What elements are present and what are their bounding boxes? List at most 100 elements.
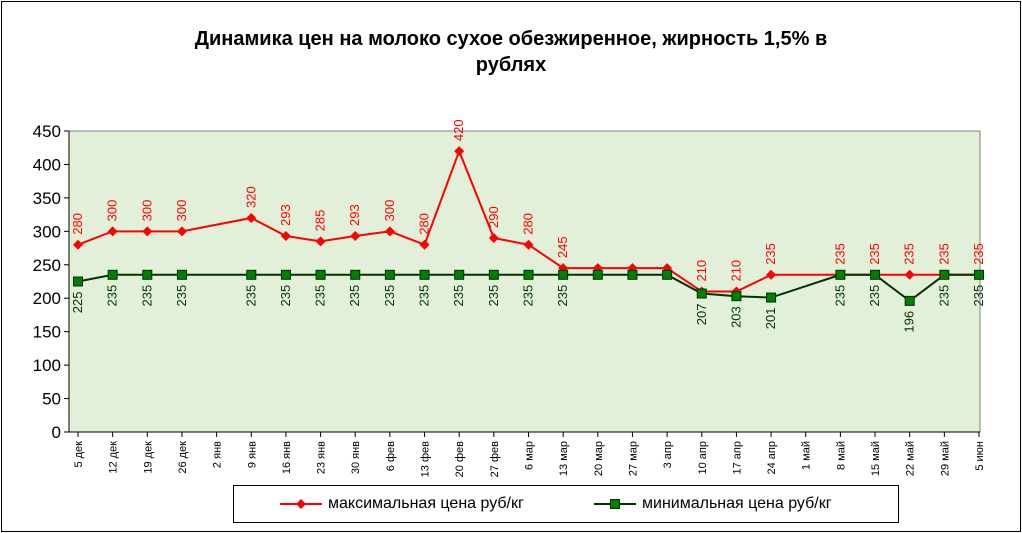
min-data-label: 201 xyxy=(763,308,778,330)
min-data-label: 235 xyxy=(521,285,536,307)
x-tick-label: 6 фев xyxy=(385,441,397,471)
x-tick-label: 2 янв xyxy=(212,441,224,468)
min-data-label: 235 xyxy=(936,285,951,307)
x-tick-label: 15 май xyxy=(870,441,882,476)
min-point xyxy=(592,269,603,280)
x-tick-label: 27 фев xyxy=(489,441,501,477)
max-data-label: 280 xyxy=(417,213,432,235)
min-data-label: 235 xyxy=(832,285,847,307)
min-point xyxy=(835,269,846,280)
plot-area xyxy=(68,130,981,433)
min-point xyxy=(558,269,569,280)
min-point xyxy=(142,269,153,280)
min-point xyxy=(488,269,499,280)
max-point xyxy=(176,226,187,237)
max-point xyxy=(488,233,499,244)
y-tick-label: 0 xyxy=(52,423,61,442)
max-point xyxy=(384,226,395,237)
min-data-label: 225 xyxy=(70,292,85,314)
x-tick-label: 30 янв xyxy=(350,441,362,474)
x-tick-label: 24 апр xyxy=(766,441,778,474)
min-data-label: 235 xyxy=(105,285,120,307)
x-tick-label: 29 май xyxy=(939,441,951,476)
x-tick-label: 16 янв xyxy=(281,441,293,474)
legend-max-marker-icon xyxy=(280,499,322,509)
y-tick-label: 400 xyxy=(33,155,61,174)
min-data-label: 235 xyxy=(451,285,466,307)
y-tick-label: 200 xyxy=(33,289,61,308)
max-data-label: 210 xyxy=(694,260,709,282)
min-data-label: 235 xyxy=(174,285,189,307)
max-data-label: 300 xyxy=(174,200,189,222)
min-point xyxy=(73,276,83,287)
x-tick-label: 26 дек xyxy=(177,441,189,474)
min-point xyxy=(627,269,638,280)
min-point xyxy=(904,295,915,306)
min-point xyxy=(419,269,430,280)
min-point xyxy=(870,269,881,280)
x-tick-label: 20 мар xyxy=(593,441,605,476)
x-tick-label: 1 май xyxy=(801,441,813,470)
min-data-label: 207 xyxy=(694,304,709,326)
max-point xyxy=(904,269,915,280)
min-data-label: 235 xyxy=(347,285,362,307)
chart-title-line-2: рублях xyxy=(475,54,547,76)
max-data-label: 293 xyxy=(347,204,362,226)
x-tick-label: 13 мар xyxy=(558,441,570,476)
legend-item-max: максимальная цена руб/кг xyxy=(280,486,524,522)
min-point xyxy=(176,269,187,280)
max-data-label: 235 xyxy=(936,243,951,265)
min-point xyxy=(939,269,950,280)
min-data-label: 235 xyxy=(243,285,258,307)
x-tick-label: 12 дек xyxy=(108,441,120,474)
x-tick-label: 20 фев xyxy=(454,441,466,477)
min-point xyxy=(731,291,742,302)
chart-legend: максимальная цена руб/кг минимальная цен… xyxy=(233,485,899,523)
max-data-label: 235 xyxy=(867,243,882,265)
legend-max-label: максимальная цена руб/кг xyxy=(328,495,524,512)
x-tick-label: 23 янв xyxy=(316,441,328,474)
min-point xyxy=(280,269,291,280)
min-data-label: 235 xyxy=(555,285,570,307)
x-tick-label: 5 дек xyxy=(73,441,85,468)
min-point xyxy=(384,269,395,280)
min-point xyxy=(107,269,118,280)
x-tick-label: 17 апр xyxy=(731,441,743,474)
x-tick-label: 13 фев xyxy=(420,441,432,477)
max-point xyxy=(350,231,361,242)
min-data-label: 235 xyxy=(139,285,154,307)
max-data-label: 300 xyxy=(105,200,120,222)
y-tick-label: 100 xyxy=(33,356,61,375)
max-data-label: 293 xyxy=(278,204,293,226)
legend-item-min: минимальная цена руб/кг xyxy=(594,486,832,522)
y-tick-label: 50 xyxy=(42,390,61,409)
max-point xyxy=(766,269,777,280)
y-tick-label: 150 xyxy=(33,323,61,342)
max-data-label: 300 xyxy=(139,200,154,222)
max-point xyxy=(246,212,257,223)
y-tick-label: 350 xyxy=(33,189,61,208)
max-data-label: 235 xyxy=(971,243,986,265)
max-data-label: 285 xyxy=(313,210,328,232)
max-data-label: 280 xyxy=(70,213,85,235)
max-point xyxy=(523,239,534,250)
min-point xyxy=(766,292,777,303)
min-data-label: 235 xyxy=(313,285,328,307)
max-point xyxy=(142,226,153,237)
x-tick-label: 22 май xyxy=(905,441,917,476)
x-tick-label: 10 апр xyxy=(697,441,709,474)
max-point xyxy=(73,239,83,250)
max-data-label: 235 xyxy=(902,243,917,265)
x-tick-label: 8 май xyxy=(835,441,847,470)
max-point xyxy=(454,146,465,157)
min-data-label: 203 xyxy=(728,306,743,328)
chart-title-line-1: Динамика цен на молоко сухое обезжиренно… xyxy=(194,28,828,50)
min-data-label: 235 xyxy=(382,285,397,307)
max-data-label: 300 xyxy=(382,200,397,222)
max-data-label: 290 xyxy=(486,206,501,228)
legend-min-marker-icon xyxy=(594,499,636,509)
max-data-label: 235 xyxy=(763,243,778,265)
x-tick-label: 19 дек xyxy=(142,441,154,474)
max-data-label: 320 xyxy=(243,186,258,208)
